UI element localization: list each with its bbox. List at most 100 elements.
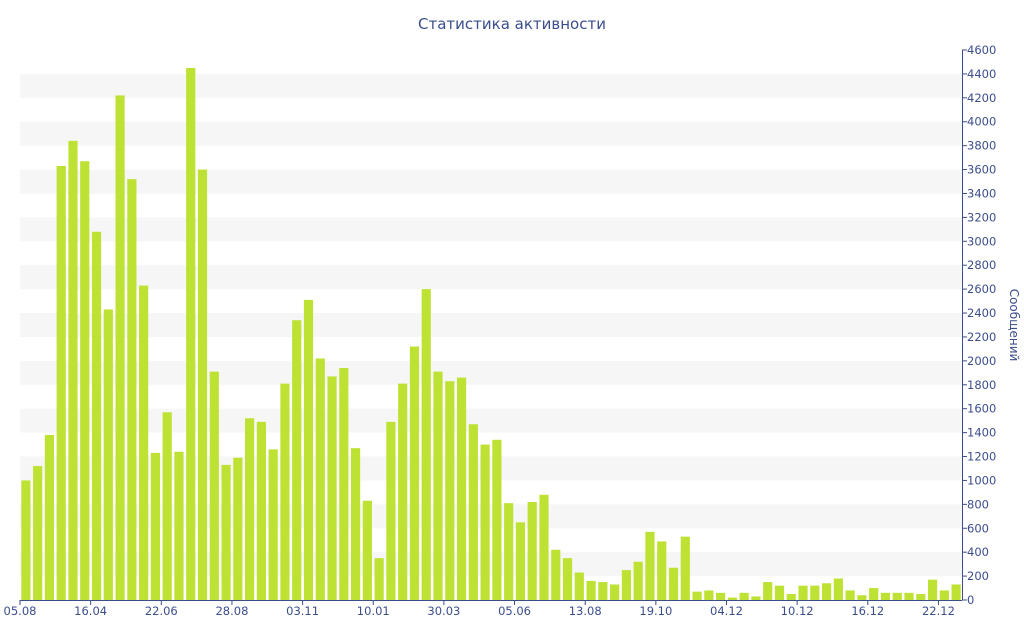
x-tick-label: 22.06 <box>145 604 178 618</box>
grid-band <box>20 408 962 433</box>
x-tick-label: 05.06 <box>498 604 531 618</box>
bar-series <box>21 67 961 601</box>
y-tick-label: 3800 <box>967 139 996 153</box>
y-tick-label: 3200 <box>967 210 996 224</box>
y-axis-label: Сообщений <box>1007 289 1021 362</box>
bar <box>303 299 314 600</box>
bar <box>574 572 584 600</box>
grid-band <box>20 504 962 529</box>
bar <box>421 289 431 600</box>
bar <box>327 376 337 600</box>
bar <box>833 578 843 600</box>
bar <box>504 503 514 600</box>
bar <box>221 464 231 600</box>
bar <box>515 522 526 600</box>
bar <box>433 371 443 600</box>
bar <box>233 457 243 600</box>
grid-band <box>20 313 962 337</box>
bar <box>292 320 302 600</box>
x-tick-label: 30.03 <box>427 604 460 618</box>
grid-band <box>20 73 962 98</box>
bar <box>33 466 43 600</box>
bar <box>44 435 55 600</box>
bar <box>527 501 537 600</box>
bar <box>280 383 290 600</box>
x-tick-label: 16.04 <box>74 604 107 618</box>
bar <box>880 592 891 600</box>
chart-axes <box>20 50 963 601</box>
bar <box>480 444 490 600</box>
y-axis-ticks: 0 200 400 600 800 1000 1200 1400 1600 1800 2000 220… <box>962 43 996 607</box>
grid-band <box>20 456 962 481</box>
y-tick-label: 2400 <box>967 306 996 320</box>
bar <box>456 377 467 600</box>
bar <box>197 169 208 600</box>
y-tick-label: 3000 <box>967 234 996 248</box>
y-tick-label: 4000 <box>967 115 996 129</box>
x-tick-label: 10.01 <box>357 604 390 618</box>
y-tick-label: 1800 <box>967 378 996 392</box>
grid-band <box>20 217 962 242</box>
bar <box>716 592 726 600</box>
x-tick-label: 16.12 <box>851 604 884 618</box>
bar <box>256 421 266 600</box>
bar <box>468 424 478 600</box>
x-tick-label: 10.12 <box>781 604 814 618</box>
bar <box>386 421 396 600</box>
bar <box>562 558 573 600</box>
bar <box>398 383 408 600</box>
bar <box>621 570 631 600</box>
bar <box>869 588 879 600</box>
bar <box>939 590 949 600</box>
x-tick-label: 19.10 <box>639 604 672 618</box>
bar <box>657 541 667 600</box>
bar <box>751 596 761 600</box>
bar <box>668 567 679 600</box>
x-tick-label: 22.12 <box>922 604 955 618</box>
bar <box>927 579 938 600</box>
y-tick-label: 4200 <box>967 91 996 105</box>
y-tick-label: 1600 <box>967 402 996 416</box>
grid-band <box>20 169 962 194</box>
bar <box>692 591 702 600</box>
y-tick-label: 2200 <box>967 330 996 344</box>
bar <box>798 585 808 600</box>
y-tick-label: 4600 <box>967 43 996 57</box>
bar <box>245 418 255 600</box>
bar <box>951 584 961 600</box>
bar <box>916 594 926 600</box>
bar <box>680 536 690 600</box>
bar <box>845 590 855 600</box>
bar <box>598 582 608 600</box>
bar <box>539 494 549 600</box>
bar <box>822 583 832 600</box>
y-tick-label: 2800 <box>967 258 996 272</box>
bar <box>80 161 90 600</box>
bar <box>551 549 561 600</box>
bar <box>139 285 149 600</box>
bar <box>763 582 773 600</box>
bar <box>103 309 113 600</box>
y-tick-label: 3400 <box>967 186 996 200</box>
bar <box>610 584 620 600</box>
bar <box>374 558 384 600</box>
bar <box>186 67 196 601</box>
bar <box>339 368 349 600</box>
bar <box>492 439 502 600</box>
grid-band <box>20 121 962 146</box>
y-tick-label: 2000 <box>967 354 996 368</box>
x-tick-label: 05.08 <box>4 604 37 618</box>
x-tick-label: 03.11 <box>286 604 319 618</box>
bar <box>586 580 596 600</box>
x-tick-label: 04.12 <box>710 604 743 618</box>
bar <box>786 594 796 600</box>
bar <box>645 531 655 600</box>
y-tick-label: 3600 <box>967 163 996 177</box>
bar <box>115 95 125 601</box>
grid-band <box>20 552 962 577</box>
bar <box>351 448 361 600</box>
y-tick-label: 0 <box>967 593 974 607</box>
grid-band <box>20 360 962 385</box>
y-tick-label: 400 <box>967 545 989 559</box>
bar <box>727 597 737 600</box>
